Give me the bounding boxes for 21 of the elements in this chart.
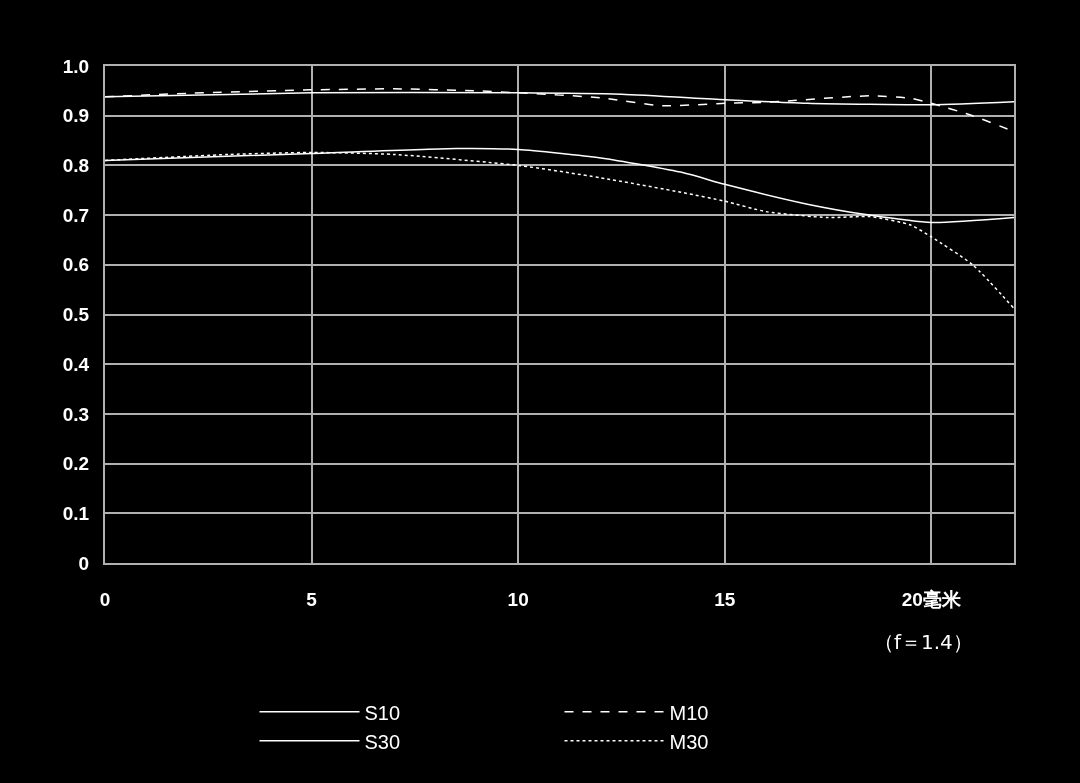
legend-label: S10 bbox=[364, 701, 401, 724]
y-tick-label: 0 bbox=[78, 552, 90, 574]
y-tick-label: 0.4 bbox=[62, 353, 90, 375]
y-tick-label: 0.8 bbox=[62, 155, 90, 177]
y-tick-label: 0.1 bbox=[62, 502, 90, 524]
x-tick-label: 10 bbox=[507, 588, 529, 610]
x-tick-label: 15 bbox=[714, 588, 736, 610]
legend-label: M10 bbox=[669, 701, 709, 724]
legend-label: S30 bbox=[364, 730, 401, 753]
y-tick-label: 0.7 bbox=[62, 204, 90, 226]
y-tick-label: 1.0 bbox=[62, 55, 90, 77]
x-tick-label: 5 bbox=[306, 588, 318, 610]
x-tick-label: 20毫米 bbox=[901, 588, 962, 610]
y-tick-label: 0.9 bbox=[62, 105, 90, 127]
y-tick-label: 0.3 bbox=[62, 403, 90, 425]
y-tick-label: 0.5 bbox=[62, 304, 90, 326]
text: （f＝1.4） bbox=[874, 630, 973, 654]
legend-label: M30 bbox=[669, 730, 709, 753]
y-tick-label: 0.6 bbox=[62, 254, 90, 276]
y-tick-label: 0.2 bbox=[62, 453, 90, 475]
x-tick-label: 0 bbox=[99, 588, 111, 610]
